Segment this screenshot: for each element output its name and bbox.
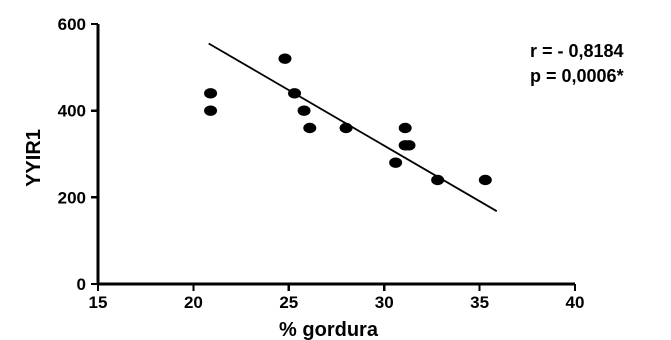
x-tick-label: 35: [470, 293, 489, 312]
x-tick-label: 20: [184, 293, 203, 312]
x-tick-label: 15: [89, 293, 108, 312]
data-point: [303, 122, 317, 134]
y-axis-title: YYIR1: [23, 129, 45, 187]
y-tick-label: 400: [58, 102, 86, 121]
data-point: [389, 157, 403, 168]
regression-line-layer: [208, 42, 498, 212]
y-tick-label: 600: [58, 15, 86, 34]
points-layer: [204, 53, 492, 186]
x-tick-label: 25: [279, 293, 298, 312]
axes-layer: 0 200 400 600 15 20 25 30 35 40: [58, 15, 585, 312]
data-point: [478, 174, 492, 186]
y-tick-label: 200: [58, 188, 86, 207]
correlation-r-label: r = - 0,8184: [530, 41, 624, 61]
y-tick-label: 0: [77, 275, 86, 294]
data-point: [297, 105, 311, 116]
data-point: [278, 53, 292, 64]
data-point: [402, 140, 416, 151]
data-point: [204, 105, 218, 116]
p-value-label: p = 0,0006*: [530, 66, 624, 86]
x-tick-label: 30: [375, 293, 394, 312]
x-tick-label: 40: [566, 293, 585, 312]
x-axis-title: % gordura: [279, 319, 379, 340]
data-point: [204, 88, 218, 99]
data-point: [398, 122, 412, 134]
data-point: [431, 174, 445, 186]
regression-line: [208, 42, 498, 212]
